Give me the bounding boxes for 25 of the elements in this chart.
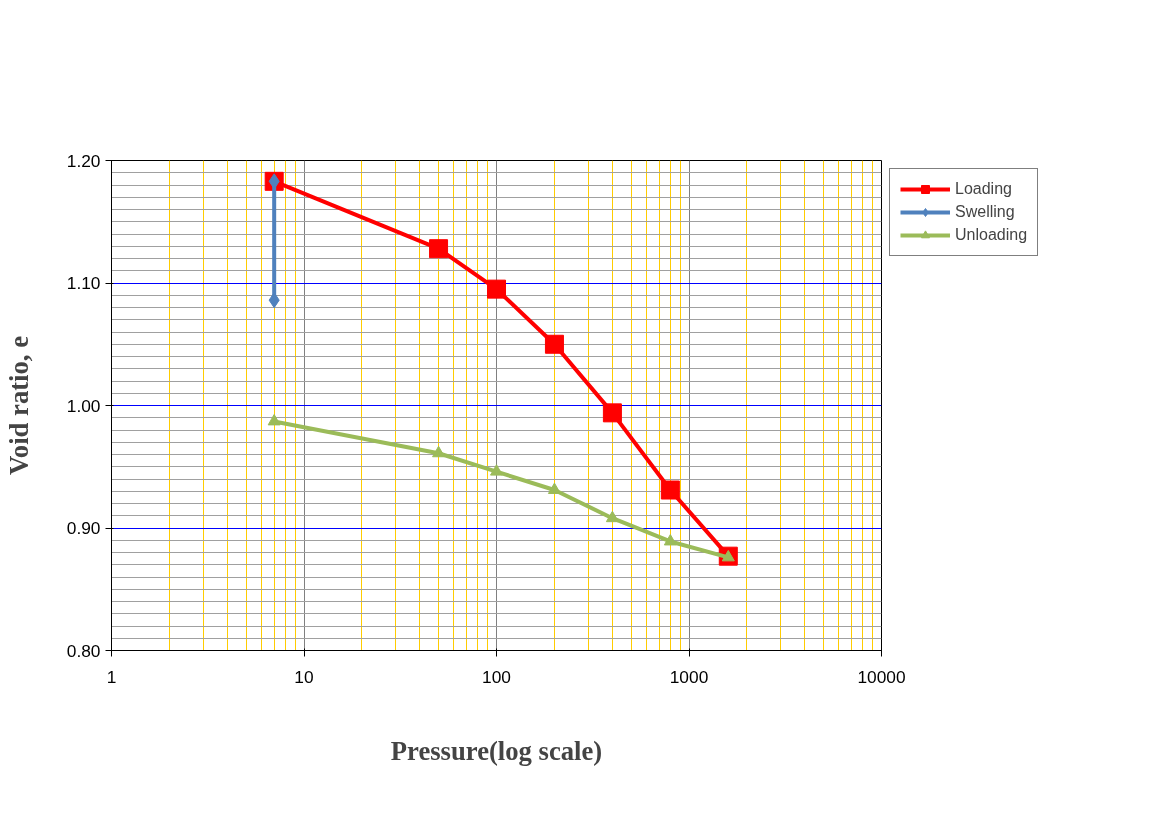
legend-label: Swelling: [955, 203, 1015, 221]
y-tick-label: 1.10: [66, 273, 101, 293]
point: [429, 239, 449, 259]
point: [547, 482, 561, 494]
x-tick-label: 1000: [669, 666, 709, 687]
y-tick-label: 0.90: [66, 518, 101, 538]
point: [490, 464, 503, 476]
legend-label: Loading: [955, 180, 1012, 198]
point: [663, 534, 677, 546]
y-tick-label: 1.00: [66, 395, 101, 416]
x-axis-title: Pressure(log scale): [390, 735, 603, 766]
point: [487, 279, 506, 299]
x-tick-label: 100: [482, 666, 511, 687]
x-tick-label: 10: [294, 666, 314, 687]
y-tick-label: 1.20: [66, 150, 101, 171]
x-tick-label: 1: [106, 666, 117, 687]
y-tick-label: 0.80: [66, 640, 101, 661]
y-axis-title: Void ratio, e: [3, 335, 34, 475]
point: [544, 334, 564, 354]
point: [660, 480, 680, 500]
point: [432, 445, 446, 458]
point: [602, 403, 622, 423]
x-tick-label: 10000: [857, 666, 906, 687]
legend-label: Unloading: [955, 226, 1028, 244]
point: [605, 510, 619, 523]
